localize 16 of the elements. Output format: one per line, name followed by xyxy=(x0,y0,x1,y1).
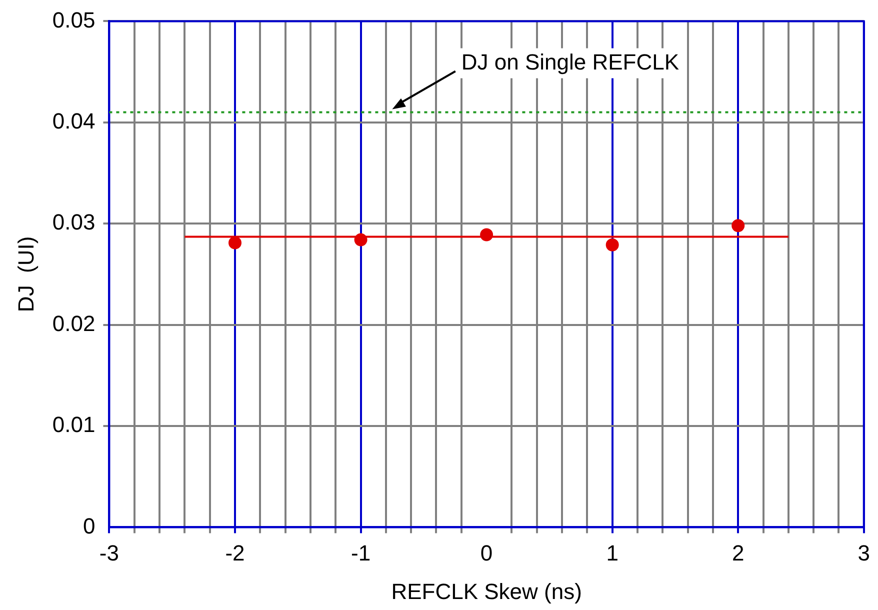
y-tick-label: 0.02 xyxy=(52,310,96,336)
x-tick-label: 1 xyxy=(606,540,618,566)
x-tick-label: -1 xyxy=(350,540,371,566)
ref-line-label: DJ on Single REFCLK xyxy=(461,49,680,74)
x-tick-label: 3 xyxy=(858,540,870,566)
x-tick-label: -2 xyxy=(225,540,245,566)
y-tick-label: 0.05 xyxy=(52,7,96,32)
x-tick-label: -3 xyxy=(99,540,119,566)
y-tick-label: 0.01 xyxy=(52,412,96,438)
x-axis-title: REFCLK Skew (ns) xyxy=(391,578,582,604)
x-tick-label: 0 xyxy=(480,540,493,566)
y-tick-label: 0.04 xyxy=(52,108,96,134)
y-tick-label: 0.03 xyxy=(52,210,96,235)
x-tick-label: 2 xyxy=(732,540,744,566)
y-tick-label: 0 xyxy=(82,513,96,538)
y-axis-title: DJ (UI) xyxy=(13,236,38,312)
